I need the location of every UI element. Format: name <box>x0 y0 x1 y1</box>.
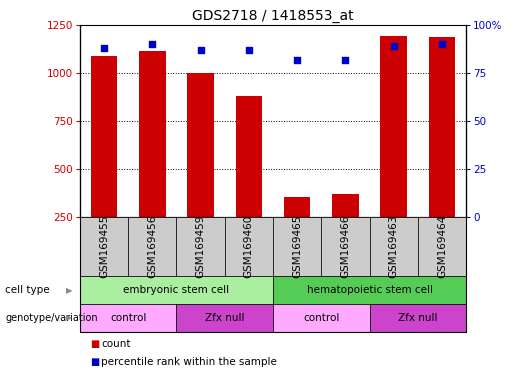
Text: hematopoietic stem cell: hematopoietic stem cell <box>306 285 433 295</box>
Text: percentile rank within the sample: percentile rank within the sample <box>101 358 278 367</box>
Point <box>148 41 157 47</box>
Point <box>293 56 301 63</box>
Point <box>341 56 350 63</box>
Text: ▶: ▶ <box>66 286 73 295</box>
Text: control: control <box>303 313 339 323</box>
Bar <box>91 56 117 217</box>
Text: Zfx null: Zfx null <box>398 313 438 323</box>
Bar <box>235 96 262 217</box>
Text: GSM169460: GSM169460 <box>244 215 254 278</box>
Text: ■: ■ <box>90 339 99 349</box>
Bar <box>284 197 311 217</box>
Text: ■: ■ <box>90 358 99 367</box>
Text: GSM169463: GSM169463 <box>389 215 399 278</box>
Text: GSM169466: GSM169466 <box>340 215 350 278</box>
Point <box>196 47 204 53</box>
Bar <box>381 36 407 217</box>
Text: genotype/variation: genotype/variation <box>5 313 98 323</box>
Point <box>438 41 446 47</box>
Text: GSM169465: GSM169465 <box>292 215 302 278</box>
Title: GDS2718 / 1418553_at: GDS2718 / 1418553_at <box>192 8 354 23</box>
Point <box>245 47 253 53</box>
Text: count: count <box>101 339 131 349</box>
Text: Zfx null: Zfx null <box>205 313 245 323</box>
Text: GSM169459: GSM169459 <box>196 215 205 278</box>
Bar <box>139 51 165 217</box>
Bar <box>187 73 214 217</box>
Bar <box>428 38 455 217</box>
Text: GSM169455: GSM169455 <box>99 215 109 278</box>
Text: ▶: ▶ <box>66 313 73 323</box>
Text: control: control <box>110 313 146 323</box>
Text: cell type: cell type <box>5 285 50 295</box>
Point <box>389 43 398 49</box>
Text: GSM169464: GSM169464 <box>437 215 447 278</box>
Bar <box>332 194 358 217</box>
Text: GSM169456: GSM169456 <box>147 215 157 278</box>
Text: embryonic stem cell: embryonic stem cell <box>123 285 230 295</box>
Point <box>100 45 108 51</box>
